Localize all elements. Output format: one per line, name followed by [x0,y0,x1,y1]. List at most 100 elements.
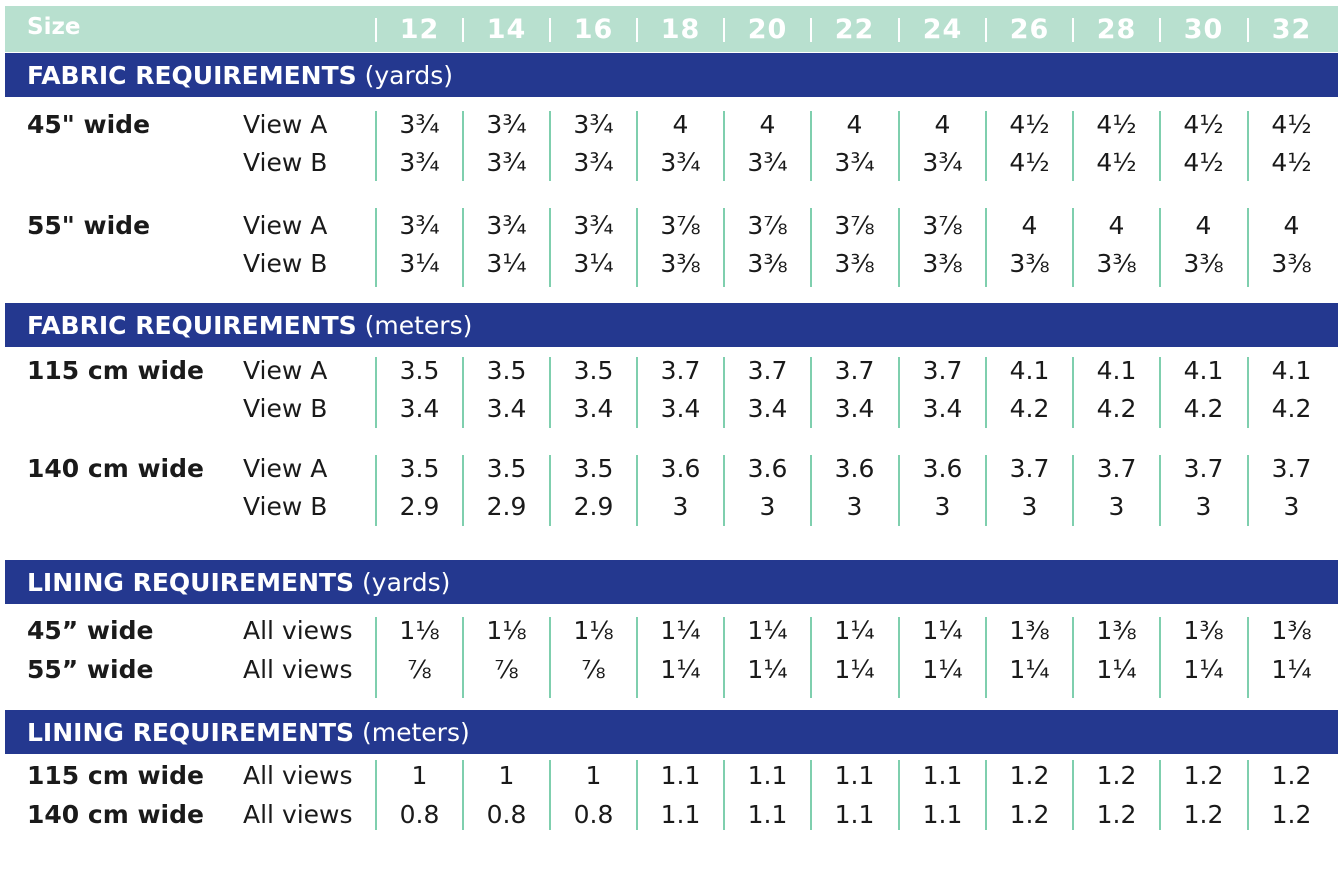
view-label: View A [243,110,328,139]
requirement-value: 1.2 [1271,761,1312,790]
width-label: 45” wide [27,616,154,645]
column-divider [985,760,987,830]
column-divider [810,455,812,526]
column-divider [1072,760,1074,830]
column-divider [375,617,377,698]
requirement-value: 1.2 [1009,800,1050,829]
column-divider [1072,455,1074,526]
requirement-value: 3.7 [834,356,875,385]
column-divider [1247,617,1249,698]
column-divider [375,455,377,526]
section-band: LINING REQUIREMENTS (yards) [5,560,1338,604]
requirement-value: 1¼ [922,616,963,645]
column-divider [636,455,638,526]
requirement-value: 4½ [1183,148,1224,177]
column-divider [462,455,464,526]
column-divider [985,617,987,698]
column-divider [723,208,725,287]
column-divider [1159,617,1161,698]
size-header-divider [723,18,725,42]
requirement-value: 3.7 [922,356,963,385]
view-label: View B [243,249,328,278]
column-divider [1247,111,1249,181]
column-divider [636,760,638,830]
requirement-value: 3¾ [486,110,527,139]
requirement-value: 3.5 [399,356,440,385]
size-header-divider [985,18,987,42]
section-heading: FABRIC REQUIREMENTS (meters) [27,311,472,341]
requirement-value: 3.6 [834,454,875,483]
requirement-value: 2.9 [486,492,527,521]
requirement-value: 3⅞ [747,211,788,240]
section-heading: LINING REQUIREMENTS (yards) [27,568,450,598]
requirement-value: ⅞ [494,655,519,684]
requirement-value: 3.7 [747,356,788,385]
requirement-value: 4½ [1096,110,1137,139]
requirement-value: 3¾ [573,148,614,177]
requirement-value: 4 [846,110,863,139]
section-unit: (yards) [364,61,453,90]
section-unit: (yards) [362,568,451,597]
column-divider [1159,760,1161,830]
column-divider [1247,208,1249,287]
column-divider [1159,455,1161,526]
column-divider [985,357,987,428]
column-divider [462,208,464,287]
column-divider [1247,357,1249,428]
requirement-value: 1¼ [1271,655,1312,684]
column-divider [723,357,725,428]
requirement-value: 4.2 [1096,394,1137,423]
view-label: View A [243,356,328,385]
section-band: FABRIC REQUIREMENTS (yards) [5,53,1338,97]
width-label: 115 cm wide [27,761,204,790]
requirement-value: 3⅜ [1183,249,1224,278]
size-header-12: 12 [399,14,440,45]
requirement-value: 3.4 [834,394,875,423]
size-header-divider [1072,18,1074,42]
column-divider [462,617,464,698]
requirement-value: 1.1 [922,800,963,829]
requirement-value: 2.9 [573,492,614,521]
requirement-value: 3.6 [660,454,701,483]
column-divider [898,357,900,428]
requirement-value: 3.4 [486,394,527,423]
requirement-value: 3⅞ [922,211,963,240]
size-header-26: 26 [1009,14,1050,45]
section-title: FABRIC REQUIREMENTS [27,61,357,90]
requirement-value: 1.2 [1096,800,1137,829]
requirement-value: 3⅜ [747,249,788,278]
requirement-value: 4½ [1009,110,1050,139]
requirement-value: 3⅜ [834,249,875,278]
requirement-value: 1.1 [922,761,963,790]
column-divider [1072,617,1074,698]
requirement-value: 3.6 [922,454,963,483]
requirement-value: 4 [1283,211,1300,240]
column-divider [1159,357,1161,428]
column-divider [549,455,551,526]
column-divider [462,760,464,830]
requirement-value: 3⅞ [660,211,701,240]
column-divider [723,111,725,181]
view-label: All views [243,616,353,645]
requirement-value: 4 [1195,211,1212,240]
requirement-value: 3¾ [399,148,440,177]
column-divider [549,617,551,698]
requirement-value: 3¾ [486,148,527,177]
column-divider [636,111,638,181]
requirement-value: 1 [411,761,428,790]
requirement-value: 1¼ [834,616,875,645]
requirement-value: 3 [934,492,951,521]
size-header-28: 28 [1096,14,1137,45]
requirement-value: 3.5 [486,454,527,483]
requirement-value: 1.1 [747,800,788,829]
requirement-value: 3⅜ [922,249,963,278]
size-header-divider [1247,18,1249,42]
column-divider [1247,455,1249,526]
column-divider [375,111,377,181]
size-header-32: 32 [1271,14,1312,45]
requirement-value: 4½ [1183,110,1224,139]
requirement-value: 3⅜ [1271,249,1312,278]
column-divider [1072,111,1074,181]
requirement-value: 1.2 [1271,800,1312,829]
view-label: All views [243,655,353,684]
